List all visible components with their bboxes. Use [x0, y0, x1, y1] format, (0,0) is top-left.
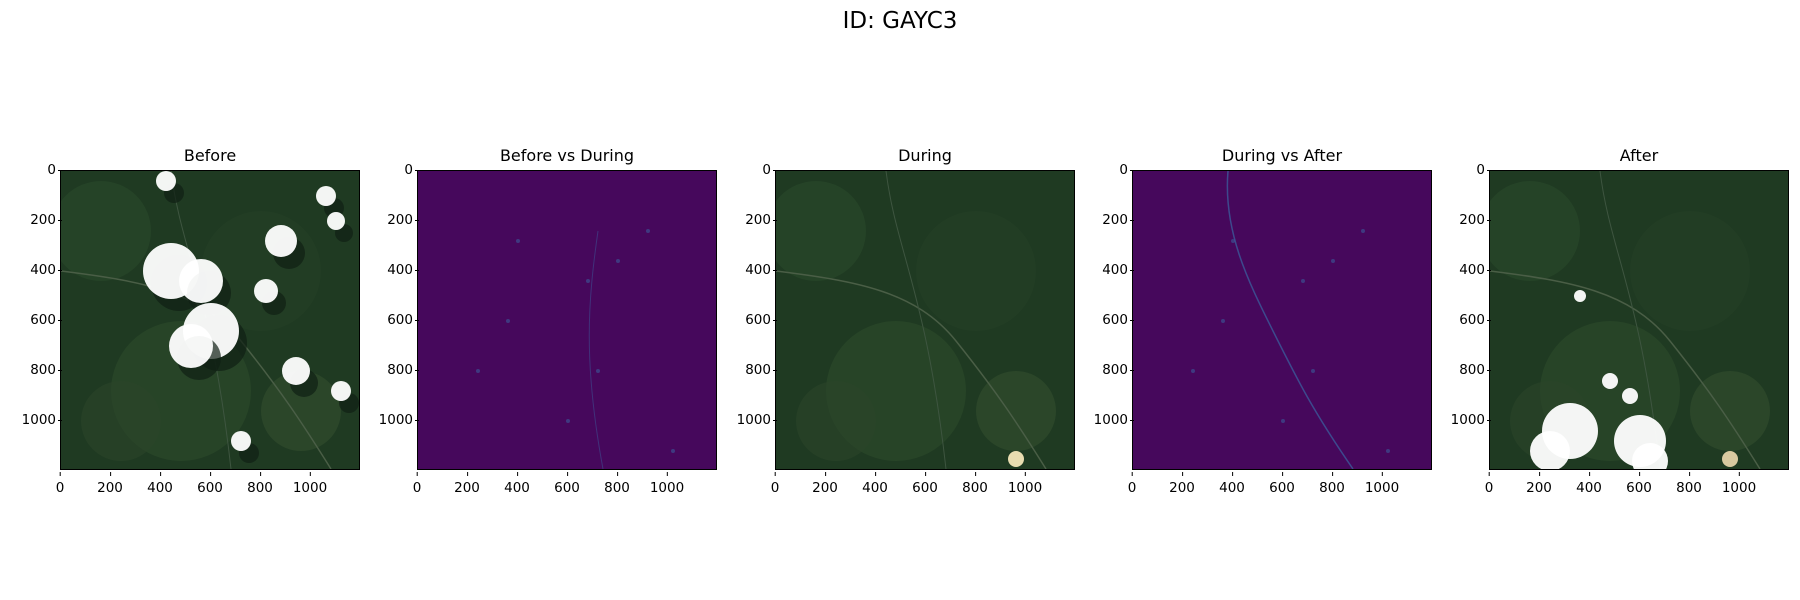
- y-tick-label: 0: [404, 162, 419, 178]
- y-tick-label: 1000: [1093, 412, 1135, 428]
- y-tick-label: 400: [1459, 262, 1491, 278]
- y-tick-label: 400: [1102, 262, 1134, 278]
- y-tick-label: 800: [1102, 362, 1134, 378]
- x-tick-label: 600: [197, 472, 223, 496]
- y-tick-label: 800: [387, 362, 419, 378]
- panel-image: [1132, 170, 1432, 470]
- figure-title: ID: GAYC3: [842, 8, 958, 34]
- panel-title: Before: [183, 146, 237, 165]
- y-tick-label: 800: [1459, 362, 1491, 378]
- y-tick-label: 1000: [21, 412, 63, 428]
- x-tick-label: 800: [1676, 472, 1702, 496]
- panel-5: After 0 200 400 600 800 1000 0 200 400 600 800 1000: [1451, 146, 1789, 496]
- y-tick-label: 0: [1476, 162, 1491, 178]
- y-tick-label: 1000: [378, 412, 420, 428]
- y-tick-label: 600: [745, 312, 777, 328]
- x-tick-label: 400: [862, 472, 888, 496]
- panel-image: [775, 170, 1075, 470]
- y-tick-label: 800: [30, 362, 62, 378]
- y-tick-label: 0: [762, 162, 777, 178]
- x-tick-label: 600: [1626, 472, 1652, 496]
- x-tick-label: 600: [912, 472, 938, 496]
- panel-1: Before 0 200 400 600 800 1000 0 200 400 600 800 1000: [22, 146, 360, 496]
- x-tick-label: 800: [962, 472, 988, 496]
- panel-image: [417, 170, 717, 470]
- x-tick-label: 1000: [1007, 472, 1043, 496]
- y-tick-label: 600: [387, 312, 419, 328]
- x-tick-label: 800: [247, 472, 273, 496]
- y-tick-label: 1000: [1450, 412, 1492, 428]
- y-tick-label: 200: [1102, 212, 1134, 228]
- x-tick-label: 800: [604, 472, 630, 496]
- x-tick-label: 0: [1484, 472, 1494, 496]
- x-tick-label: 0: [1127, 472, 1137, 496]
- x-tick-label: 600: [1269, 472, 1295, 496]
- panel-4: During vs After 0 200 400 600 800 1000 0 200 400 6…: [1094, 146, 1432, 496]
- y-tick-label: 0: [1119, 162, 1134, 178]
- panel-image: [1489, 170, 1789, 470]
- x-tick-label: 1000: [1721, 472, 1757, 496]
- x-tick-label: 200: [97, 472, 123, 496]
- y-tick-label: 200: [745, 212, 777, 228]
- panel-title: Before vs During: [499, 146, 635, 165]
- x-tick-label: 0: [55, 472, 65, 496]
- x-tick-label: 400: [1219, 472, 1245, 496]
- y-tick-label: 400: [387, 262, 419, 278]
- y-tick-label: 600: [1459, 312, 1491, 328]
- x-tick-label: 200: [812, 472, 838, 496]
- x-tick-label: 1000: [649, 472, 685, 496]
- x-tick-label: 800: [1319, 472, 1345, 496]
- x-tick-label: 600: [554, 472, 580, 496]
- x-tick-label: 200: [1169, 472, 1195, 496]
- y-tick-label: 400: [30, 262, 62, 278]
- x-tick-label: 200: [454, 472, 480, 496]
- panel-2: Before vs During 0 200 400 600 800 1000 0 200 400…: [379, 146, 717, 496]
- panel-image: [60, 170, 360, 470]
- y-tick-label: 800: [745, 362, 777, 378]
- x-tick-label: 1000: [292, 472, 328, 496]
- x-tick-label: 400: [147, 472, 173, 496]
- panel-3: During 0 200 400 600 800 1000 0 200 400 600 800 1000: [737, 146, 1075, 496]
- y-tick-label: 400: [745, 262, 777, 278]
- panel-title: During: [898, 146, 952, 165]
- x-tick-label: 0: [412, 472, 422, 496]
- y-tick-label: 600: [30, 312, 62, 328]
- y-tick-label: 200: [387, 212, 419, 228]
- x-tick-label: 0: [770, 472, 780, 496]
- x-tick-label: 200: [1526, 472, 1552, 496]
- y-tick-label: 200: [30, 212, 62, 228]
- x-tick-label: 1000: [1364, 472, 1400, 496]
- y-tick-label: 200: [1459, 212, 1491, 228]
- y-tick-label: 1000: [736, 412, 778, 428]
- y-tick-label: 600: [1102, 312, 1134, 328]
- y-tick-label: 0: [47, 162, 62, 178]
- panel-title: After: [1619, 146, 1659, 165]
- x-tick-label: 400: [1576, 472, 1602, 496]
- x-tick-label: 400: [504, 472, 530, 496]
- panel-title: During vs After: [1221, 146, 1343, 165]
